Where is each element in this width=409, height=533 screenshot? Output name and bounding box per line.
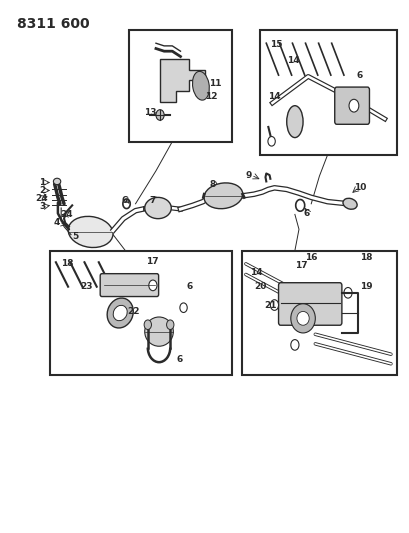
Text: 13: 13 bbox=[144, 108, 156, 117]
Ellipse shape bbox=[204, 183, 242, 209]
Text: 6: 6 bbox=[176, 355, 182, 364]
Circle shape bbox=[348, 99, 358, 112]
Text: 6: 6 bbox=[186, 282, 192, 291]
Circle shape bbox=[144, 320, 151, 329]
Ellipse shape bbox=[192, 71, 209, 100]
Text: 19: 19 bbox=[360, 282, 372, 291]
Text: 14: 14 bbox=[267, 92, 280, 101]
Text: 17: 17 bbox=[145, 257, 158, 265]
Bar bbox=[49, 251, 231, 375]
Bar bbox=[241, 251, 396, 375]
Text: 8311 600: 8311 600 bbox=[17, 17, 90, 30]
Text: 23: 23 bbox=[80, 282, 93, 291]
Text: 16: 16 bbox=[304, 254, 317, 262]
Text: 7: 7 bbox=[149, 196, 156, 205]
Text: 21: 21 bbox=[264, 301, 276, 310]
Ellipse shape bbox=[107, 298, 133, 328]
Ellipse shape bbox=[144, 197, 171, 219]
Text: 11: 11 bbox=[209, 78, 221, 87]
Text: 10: 10 bbox=[353, 183, 366, 192]
Ellipse shape bbox=[144, 317, 173, 346]
Polygon shape bbox=[160, 59, 204, 102]
Bar bbox=[260, 30, 396, 155]
Text: 5: 5 bbox=[72, 232, 78, 241]
Ellipse shape bbox=[342, 198, 356, 209]
Text: 24: 24 bbox=[60, 210, 72, 219]
Ellipse shape bbox=[296, 311, 308, 325]
Text: 22: 22 bbox=[127, 307, 139, 316]
Text: 9: 9 bbox=[245, 171, 252, 180]
Circle shape bbox=[148, 280, 157, 290]
Ellipse shape bbox=[290, 304, 315, 333]
Circle shape bbox=[180, 303, 187, 312]
Ellipse shape bbox=[113, 305, 127, 321]
Text: 15: 15 bbox=[270, 40, 282, 49]
Text: 18: 18 bbox=[61, 260, 74, 268]
Text: 1: 1 bbox=[39, 178, 46, 187]
Text: 2: 2 bbox=[39, 186, 46, 195]
Bar bbox=[129, 30, 231, 142]
Circle shape bbox=[270, 300, 278, 310]
Text: 6: 6 bbox=[121, 196, 127, 205]
FancyBboxPatch shape bbox=[100, 273, 158, 296]
Text: 14: 14 bbox=[286, 56, 299, 64]
Circle shape bbox=[267, 136, 274, 146]
Ellipse shape bbox=[68, 216, 113, 247]
FancyBboxPatch shape bbox=[278, 282, 341, 325]
Ellipse shape bbox=[286, 106, 302, 138]
Text: 20: 20 bbox=[254, 282, 266, 291]
Text: 6: 6 bbox=[355, 70, 362, 79]
FancyBboxPatch shape bbox=[334, 87, 369, 124]
Text: 4: 4 bbox=[54, 219, 60, 228]
Text: 17: 17 bbox=[294, 261, 307, 270]
Circle shape bbox=[166, 320, 173, 329]
Text: 3: 3 bbox=[39, 202, 46, 211]
Circle shape bbox=[343, 287, 351, 298]
Circle shape bbox=[290, 340, 298, 350]
Text: 14: 14 bbox=[249, 269, 262, 277]
Text: 8: 8 bbox=[209, 180, 215, 189]
Text: 6: 6 bbox=[302, 209, 308, 218]
Text: 24: 24 bbox=[35, 194, 48, 203]
Text: 18: 18 bbox=[360, 254, 372, 262]
Ellipse shape bbox=[53, 178, 61, 184]
Circle shape bbox=[155, 110, 164, 120]
Text: 12: 12 bbox=[204, 92, 217, 101]
